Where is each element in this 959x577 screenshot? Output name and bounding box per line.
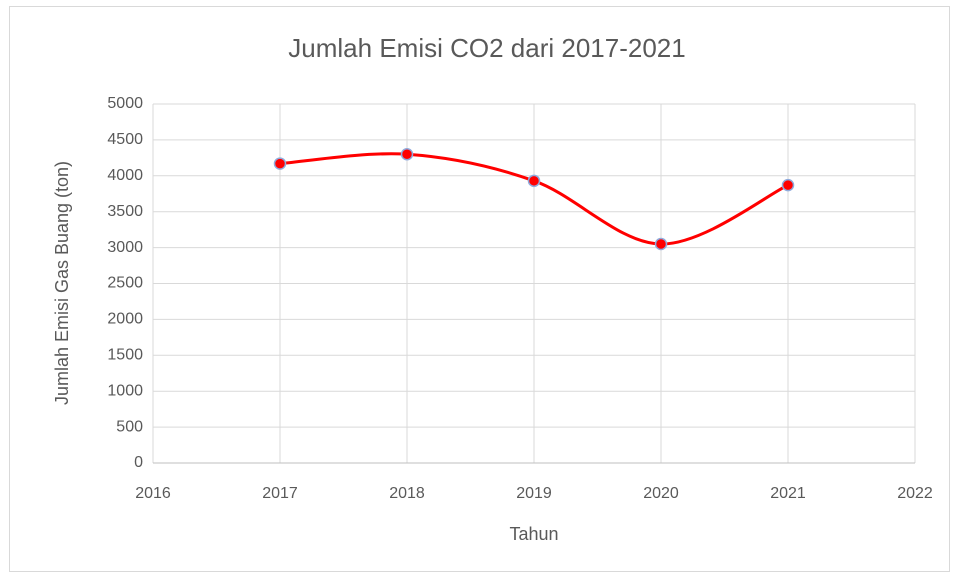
chart-title: Jumlah Emisi CO2 dari 2017-2021 <box>288 33 685 63</box>
y-tick-label: 2000 <box>107 311 143 328</box>
y-tick-label: 3000 <box>107 239 143 256</box>
y-tick-label: 500 <box>116 418 143 435</box>
y-tick-label: 3500 <box>107 203 143 220</box>
x-tick-label: 2022 <box>897 485 933 502</box>
x-tick-label: 2019 <box>516 485 552 502</box>
y-tick-label: 4500 <box>107 131 143 148</box>
point <box>273 157 287 170</box>
y-axis-label: Jumlah Emisi Gas Buang (ton) <box>52 161 72 405</box>
y-tick-label: 1500 <box>107 347 143 364</box>
y-tick-label: 1000 <box>107 382 143 399</box>
x-tick-label: 2021 <box>770 485 806 502</box>
y-tick-label: 5000 <box>107 95 143 112</box>
y-tick-label: 2500 <box>107 275 143 292</box>
x-tick-label: 2016 <box>135 485 171 502</box>
x-tick-label: 2017 <box>262 485 298 502</box>
point <box>654 237 668 251</box>
chart-border <box>9 6 950 572</box>
x-tick-label: 2018 <box>389 485 425 502</box>
point <box>781 178 795 192</box>
y-tick-label: 4000 <box>107 167 143 184</box>
x-tick-label: 2020 <box>643 485 679 502</box>
point <box>527 174 541 188</box>
y-tick-label: 0 <box>134 454 143 471</box>
point <box>400 148 414 161</box>
x-axis-label: Tahun <box>509 524 558 544</box>
